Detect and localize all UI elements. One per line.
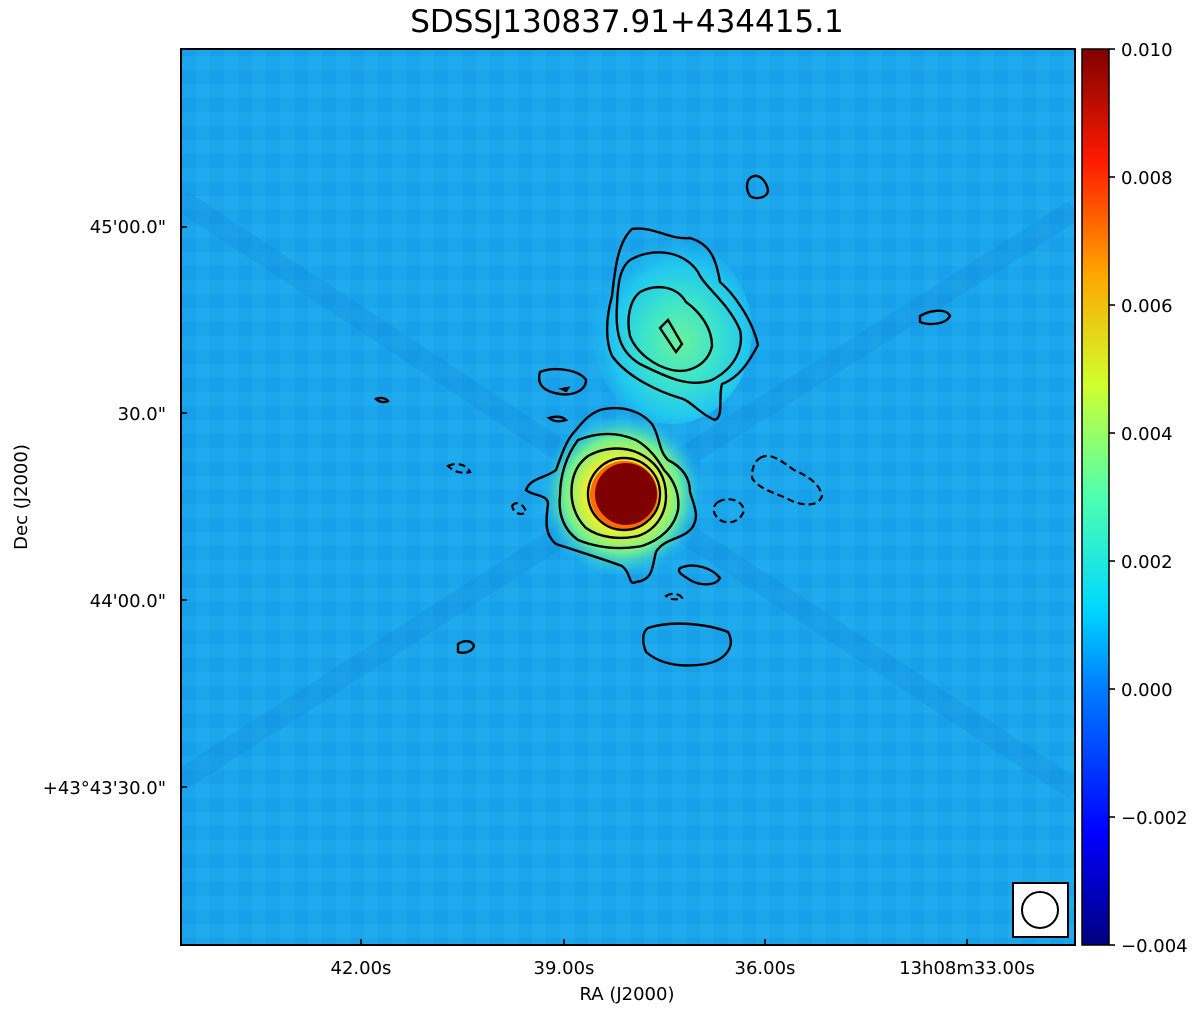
neg-contour-east bbox=[750, 454, 824, 506]
lobe-contour-outer bbox=[605, 227, 760, 422]
small-contour-2 bbox=[373, 396, 390, 404]
core-contour-outer bbox=[524, 406, 698, 584]
colorbar-fill bbox=[1082, 49, 1109, 945]
x-axis: 42.00s 39.00s 36.00s 13h08m33.00s RA (J2… bbox=[331, 939, 1035, 1005]
beam-indicator bbox=[1012, 882, 1069, 938]
south-blob-contour bbox=[677, 564, 722, 586]
colorbar-tick-label: 0.002 bbox=[1121, 552, 1173, 573]
core-peak bbox=[595, 463, 657, 525]
x-tick-label: 13h08m33.00s bbox=[899, 958, 1035, 979]
y-axis-label: Dec (J2000) bbox=[11, 444, 32, 550]
y-tick-label: 45'00.0" bbox=[90, 217, 166, 238]
y-tick-label: 30.0" bbox=[118, 404, 166, 425]
small-contour-3 bbox=[558, 386, 571, 393]
x-tick-label: 42.00s bbox=[331, 958, 392, 979]
small-contour-1 bbox=[546, 415, 569, 423]
lobe-contour-peak bbox=[658, 318, 684, 355]
heatmap-image bbox=[181, 49, 1075, 945]
colorbar: 0.010 0.008 0.006 0.004 0.002 0.000 −0.002 −0.0… bbox=[1081, 40, 1188, 957]
north-blob-contour bbox=[745, 174, 770, 200]
x-axis-label: RA (J2000) bbox=[580, 984, 675, 1005]
y-tick-marks bbox=[181, 226, 187, 788]
y-axis: 45'00.0" 30.0" 44'00.0" +43°43'30.0" Dec… bbox=[11, 217, 187, 799]
colorbar-tick-label: 0.008 bbox=[1121, 168, 1173, 189]
colorbar-ticks: 0.010 0.008 0.006 0.004 0.002 0.000 −0.002 −0.0… bbox=[1109, 40, 1188, 957]
y-tick-label: 44'00.0" bbox=[90, 591, 166, 612]
core-contour-inner bbox=[586, 456, 662, 532]
west-blob-contour bbox=[918, 309, 952, 326]
neg-contour-3 bbox=[446, 462, 472, 474]
chart-title: SDSSJ130837.91+434415.1 bbox=[410, 4, 844, 40]
x-tick-label: 36.00s bbox=[735, 958, 796, 979]
colorbar-tick-label: 0.010 bbox=[1121, 40, 1173, 61]
positive-contours bbox=[373, 174, 952, 667]
southern-blob-contour bbox=[642, 622, 732, 667]
y-tick-label: +43°43'30.0" bbox=[43, 778, 166, 799]
x-tick-marks bbox=[360, 939, 968, 945]
colorbar-frame bbox=[1081, 48, 1110, 946]
lobe-contour-3 bbox=[627, 285, 714, 373]
colorbar-tick-label: 0.004 bbox=[1121, 424, 1173, 445]
plot-frame bbox=[180, 48, 1076, 946]
core-contour-3 bbox=[570, 447, 668, 540]
neg-contour-4 bbox=[510, 502, 528, 516]
east-island-contour bbox=[537, 368, 588, 396]
x-tick-label: 39.00s bbox=[534, 958, 595, 979]
neg-contour-2 bbox=[712, 498, 746, 524]
colorbar-tick-label: 0.006 bbox=[1121, 296, 1173, 317]
colorbar-tick-label: −0.002 bbox=[1121, 808, 1188, 829]
core-contour-2 bbox=[558, 432, 680, 550]
neg-contour-5 bbox=[664, 592, 684, 601]
northern-lobe-emission bbox=[592, 240, 752, 424]
colorbar-tick-label: −0.004 bbox=[1121, 936, 1188, 957]
colorbar-tick-label: 0.000 bbox=[1121, 680, 1173, 701]
sw-blob-contour bbox=[456, 640, 476, 654]
negative-contours bbox=[446, 454, 824, 601]
lobe-contour-2 bbox=[615, 251, 743, 385]
sidelobe-streaks bbox=[181, 190, 1075, 800]
